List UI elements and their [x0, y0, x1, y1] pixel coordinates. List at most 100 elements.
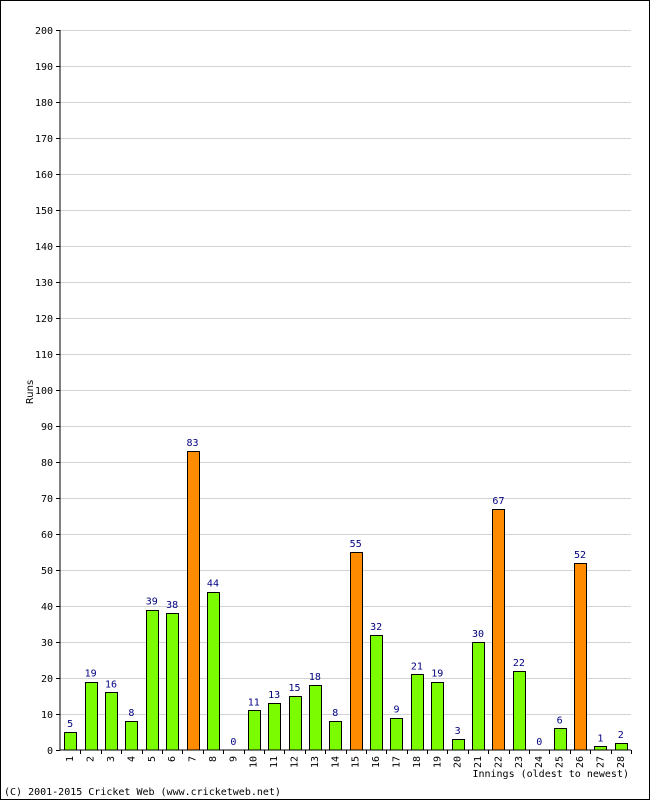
bar [329, 721, 342, 751]
y-tick-label: 130 [35, 278, 53, 289]
y-tick-label: 140 [35, 242, 53, 253]
x-tick-label: 17 [391, 756, 402, 768]
x-tick-label: 20 [453, 756, 464, 768]
y-tick-label: 0 [47, 746, 53, 757]
x-tick-label: 9 [228, 756, 239, 762]
value-label: 3 [455, 726, 461, 737]
x-tick-label: 27 [595, 756, 606, 768]
value-label: 15 [288, 683, 300, 694]
y-axis-ticks: 0 10 20 30 40 50 60 70 80 90 100 110 120 130 140 150 160… [35, 26, 60, 757]
value-label: 11 [248, 697, 260, 708]
grid-lines [60, 30, 631, 715]
x-tick-label: 22 [493, 756, 504, 768]
bar [289, 696, 302, 751]
value-label: 32 [370, 622, 382, 633]
bar [125, 721, 138, 751]
value-label: 30 [472, 629, 484, 640]
bar [248, 710, 261, 751]
y-tick-label: 200 [35, 26, 53, 37]
value-label: 6 [557, 715, 563, 726]
y-tick-label: 120 [35, 314, 53, 325]
x-tick-label: 6 [167, 756, 178, 762]
value-label: 55 [350, 539, 362, 550]
bar [615, 743, 628, 751]
x-tick-label: 23 [514, 756, 525, 768]
copyright-footer: (C) 2001-2015 Cricket Web (www.cricketwe… [4, 787, 281, 798]
bar [431, 682, 444, 751]
x-tick-label: 18 [412, 756, 423, 768]
x-tick-label: 24 [534, 756, 545, 768]
value-label: 5 [67, 719, 73, 730]
y-tick-label: 30 [41, 638, 53, 649]
x-tick-label: 13 [310, 756, 321, 768]
y-tick-label: 100 [35, 386, 53, 397]
y-tick-label: 80 [41, 458, 53, 469]
x-tick-label: 8 [208, 756, 219, 762]
x-tick-label: 12 [290, 756, 301, 768]
bar [85, 682, 98, 751]
bar [452, 739, 465, 751]
x-axis-label: Innings (oldest to newest) [472, 769, 629, 780]
value-label: 2 [618, 730, 624, 741]
bar [187, 451, 200, 751]
value-label: 39 [146, 597, 158, 608]
value-label: 52 [574, 550, 586, 561]
x-tick-label: 2 [86, 756, 97, 762]
x-tick-label: 25 [555, 756, 566, 768]
x-tick-label: 28 [616, 756, 627, 768]
value-label: 0 [230, 737, 236, 748]
x-tick-label: 15 [351, 756, 362, 768]
bar [513, 671, 526, 751]
y-tick-label: 50 [41, 566, 53, 577]
bar [309, 685, 322, 751]
value-label: 16 [105, 679, 117, 690]
x-tick-label: 4 [126, 756, 137, 762]
value-label: 13 [268, 690, 280, 701]
y-tick-label: 150 [35, 206, 53, 217]
y-axis-label: Runs [25, 380, 36, 404]
value-label: 67 [492, 496, 504, 507]
bar [492, 509, 505, 751]
x-tick-label: 1 [65, 756, 76, 762]
value-label: 21 [411, 661, 423, 672]
bar [574, 563, 587, 751]
bar [411, 674, 424, 751]
x-tick-label: 14 [330, 756, 341, 768]
y-tick-label: 170 [35, 134, 53, 145]
x-tick-label: 21 [473, 756, 484, 768]
bar [370, 635, 383, 751]
value-label: 83 [187, 438, 199, 449]
y-tick-label: 180 [35, 98, 53, 109]
x-tick-label: 11 [269, 756, 280, 768]
y-tick-label: 60 [41, 530, 53, 541]
x-tick-label: 19 [432, 756, 443, 768]
bar [105, 692, 118, 751]
bar [472, 642, 485, 751]
value-label: 22 [513, 658, 525, 669]
value-label: 19 [431, 669, 443, 680]
x-axis-ticks: 1 2 3 4 5 6 7 8 9 10 11 12 13 14 15 16 17 18 19 20 21 22 23 24 2… [65, 750, 632, 768]
bar [146, 610, 159, 751]
y-tick-label: 20 [41, 674, 53, 685]
bar [390, 718, 403, 751]
value-label: 18 [309, 672, 321, 683]
y-tick-label: 10 [41, 710, 53, 721]
bar [64, 732, 77, 751]
x-tick-label: 5 [147, 756, 158, 762]
y-tick-label: 190 [35, 62, 53, 73]
bar [268, 703, 281, 751]
value-label: 0 [536, 737, 542, 748]
value-label: 19 [85, 669, 97, 680]
value-label: 44 [207, 579, 219, 590]
value-label: 38 [166, 600, 178, 611]
value-label: 8 [332, 708, 338, 719]
value-label: 1 [597, 733, 603, 744]
y-tick-label: 90 [41, 422, 53, 433]
bar [350, 552, 363, 751]
x-tick-label: 26 [575, 756, 586, 768]
y-tick-label: 160 [35, 170, 53, 181]
bar [554, 728, 567, 751]
bar [166, 613, 179, 751]
